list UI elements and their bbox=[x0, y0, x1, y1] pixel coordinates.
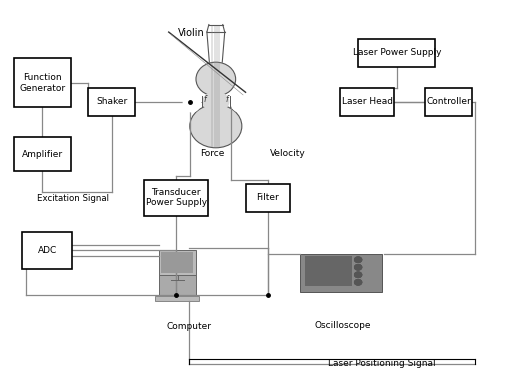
Bar bbox=[159, 250, 195, 275]
Ellipse shape bbox=[195, 62, 235, 96]
Bar bbox=[22, 232, 72, 269]
Text: Laser Power Supply: Laser Power Supply bbox=[352, 48, 440, 57]
Circle shape bbox=[354, 272, 361, 277]
Text: Laser Positioning Signal: Laser Positioning Signal bbox=[327, 359, 435, 368]
Text: f: f bbox=[225, 95, 228, 104]
Circle shape bbox=[354, 257, 361, 262]
Text: Oscilloscope: Oscilloscope bbox=[314, 321, 370, 330]
Text: Filter: Filter bbox=[256, 193, 279, 202]
Ellipse shape bbox=[182, 91, 201, 113]
Text: ADC: ADC bbox=[37, 246, 57, 255]
Text: Controller: Controller bbox=[426, 97, 470, 106]
Bar bbox=[155, 296, 199, 301]
Text: Transducer
Power Supply: Transducer Power Supply bbox=[145, 188, 207, 207]
Circle shape bbox=[354, 272, 361, 277]
Bar bbox=[88, 88, 135, 116]
Text: Velocity: Velocity bbox=[269, 149, 305, 158]
Text: Function
Generator: Function Generator bbox=[19, 73, 65, 93]
Bar bbox=[159, 275, 195, 296]
Text: Amplifier: Amplifier bbox=[22, 150, 63, 159]
Bar bbox=[358, 39, 434, 67]
Circle shape bbox=[354, 280, 361, 285]
Bar bbox=[161, 252, 193, 273]
Ellipse shape bbox=[189, 104, 241, 148]
Bar bbox=[14, 58, 71, 107]
Ellipse shape bbox=[230, 91, 248, 113]
Circle shape bbox=[354, 265, 361, 270]
Circle shape bbox=[354, 265, 361, 270]
Bar bbox=[339, 88, 393, 116]
Circle shape bbox=[354, 257, 361, 262]
Ellipse shape bbox=[202, 91, 229, 112]
Circle shape bbox=[354, 265, 361, 270]
Text: Computer: Computer bbox=[166, 322, 211, 331]
Circle shape bbox=[354, 280, 361, 285]
Bar bbox=[305, 256, 351, 286]
Text: Force: Force bbox=[200, 149, 224, 158]
Text: f: f bbox=[203, 95, 206, 104]
Bar bbox=[299, 254, 381, 292]
Bar bbox=[425, 88, 472, 116]
Text: Laser Head: Laser Head bbox=[341, 97, 392, 106]
Circle shape bbox=[354, 257, 361, 262]
Bar bbox=[143, 180, 208, 215]
Bar bbox=[245, 184, 290, 212]
Text: Shaker: Shaker bbox=[96, 97, 127, 106]
Circle shape bbox=[354, 280, 361, 285]
Bar bbox=[14, 137, 71, 171]
Circle shape bbox=[354, 272, 361, 277]
Text: Violin: Violin bbox=[177, 28, 204, 38]
Text: Excitation Signal: Excitation Signal bbox=[37, 194, 109, 203]
